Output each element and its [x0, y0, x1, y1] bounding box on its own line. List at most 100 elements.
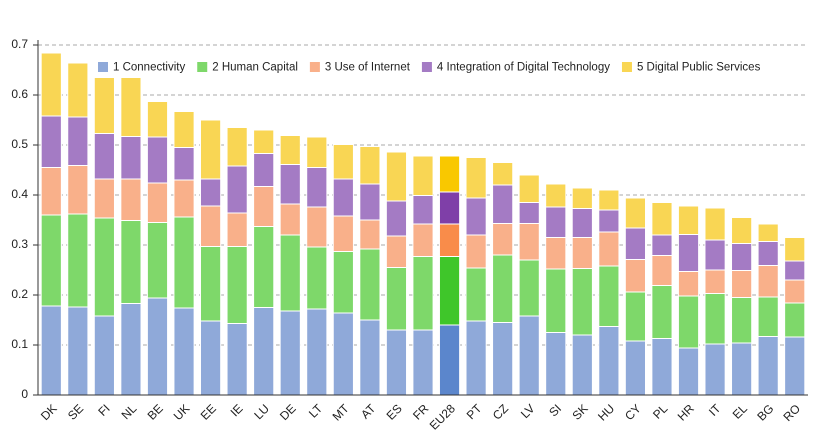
- bar-segment: [385, 267, 408, 331]
- bar-segment: [332, 215, 354, 252]
- bar-segment: [40, 167, 62, 216]
- bar-segment: [120, 136, 142, 180]
- bar-segment: [253, 307, 275, 396]
- bar-segment: [93, 133, 115, 180]
- bar-segment: [306, 308, 328, 396]
- x-tick-label: EU28: [427, 401, 458, 432]
- bar-segment: [677, 295, 700, 349]
- bar-segment: [40, 115, 62, 168]
- x-tick-label: IT: [706, 401, 724, 419]
- bar-segment: [359, 248, 381, 321]
- bar-segment: [120, 76, 142, 137]
- y-tick-label: 0.3: [11, 237, 28, 251]
- bar-segment: [571, 334, 593, 396]
- bar-segment: [412, 256, 434, 331]
- bar-segment: [306, 167, 328, 208]
- legend-label: 3 Use of Internet: [325, 62, 411, 74]
- bar-segment: [146, 101, 169, 138]
- bar-segment: [173, 216, 195, 309]
- x-tick-label: LU: [251, 401, 272, 422]
- y-tick-label: 0.6: [11, 87, 28, 101]
- bar-segment: [545, 237, 567, 270]
- bar-segment: [492, 223, 514, 256]
- bar-segment: [704, 293, 726, 345]
- bar-segment: [571, 237, 593, 269]
- x-tick-label: EL: [730, 401, 751, 422]
- bar-segment: [226, 165, 248, 214]
- bar-segment: [359, 146, 381, 185]
- bar-segment: [492, 254, 514, 323]
- x-tick-label: SI: [546, 401, 564, 419]
- bar-segment: [279, 135, 301, 165]
- bar-segment: [173, 147, 195, 181]
- legend-label: 1 Connectivity: [113, 62, 185, 74]
- bar-segment: [120, 178, 142, 221]
- bar-segment: [465, 197, 487, 236]
- bar-segment: [438, 256, 461, 326]
- bar-segment: [598, 231, 620, 267]
- bar-segment: [704, 269, 726, 294]
- bar-segment: [757, 223, 779, 242]
- bar-segment: [412, 223, 434, 257]
- bar-segment: [545, 183, 567, 208]
- y-tick-label: 0.2: [11, 287, 28, 301]
- bar-segment: [226, 246, 248, 324]
- bar-segment: [651, 338, 673, 396]
- bar-segment: [279, 310, 301, 396]
- y-tick-label: 0.7: [11, 37, 28, 51]
- bar-segment: [67, 306, 89, 396]
- bar-segment: [332, 144, 354, 180]
- bar-segment: [173, 111, 195, 148]
- bar-segment: [359, 183, 381, 221]
- bar-segment: [465, 267, 487, 322]
- bar-segment: [465, 234, 487, 269]
- x-tick-label: EE: [198, 401, 219, 422]
- bar-segment: [492, 184, 514, 224]
- bar-segment: [545, 332, 567, 396]
- x-tick-label: DE: [277, 401, 299, 423]
- bar-segment: [199, 320, 222, 396]
- bar-segment: [492, 322, 514, 396]
- x-tick-label: SE: [65, 401, 86, 422]
- bar-segment: [173, 179, 195, 218]
- x-tick-label: PT: [464, 401, 485, 422]
- x-tick-label: HR: [675, 401, 697, 423]
- bar-segment: [651, 255, 673, 286]
- x-tick-label: DK: [38, 401, 60, 423]
- bar-segment: [518, 259, 540, 317]
- bar-segment: [332, 251, 354, 314]
- bar-segment: [757, 296, 779, 337]
- legend-swatch: [309, 62, 320, 72]
- bar-segment: [67, 165, 89, 215]
- bar-segment: [704, 343, 726, 396]
- x-tick-label: MT: [330, 401, 353, 424]
- bar-segment: [146, 182, 169, 223]
- bar-segment: [518, 315, 540, 396]
- x-tick-label: PL: [650, 401, 671, 422]
- bar-segment: [704, 239, 726, 271]
- y-tick-label: 0.1: [11, 337, 28, 351]
- bar-segment: [624, 340, 647, 396]
- x-tick-label: UK: [171, 401, 193, 423]
- bar-segment: [173, 307, 195, 396]
- bar-segment: [226, 323, 248, 396]
- bar-segment: [226, 212, 248, 247]
- legend-swatch: [98, 62, 108, 72]
- x-tick-label: SK: [569, 401, 590, 422]
- bar-segment: [438, 324, 461, 396]
- bar-segment: [40, 214, 62, 307]
- legend-label: 4 Integration of Digital Technology: [437, 62, 610, 74]
- bar-segment: [598, 189, 620, 211]
- x-tick-label: IE: [228, 401, 246, 419]
- x-tick-label: HU: [595, 401, 617, 423]
- legend-label: 2 Human Capital: [212, 62, 298, 74]
- bar-segment: [598, 209, 620, 233]
- bar-segment: [624, 227, 647, 260]
- bar-segment: [199, 178, 222, 207]
- bar-segment: [279, 203, 301, 236]
- x-tick-label: AT: [358, 401, 379, 422]
- bar-segment: [40, 52, 62, 117]
- legend-label: 5 Digital Public Services: [637, 62, 761, 74]
- bar-segment: [93, 217, 115, 317]
- bar-segment: [253, 129, 275, 154]
